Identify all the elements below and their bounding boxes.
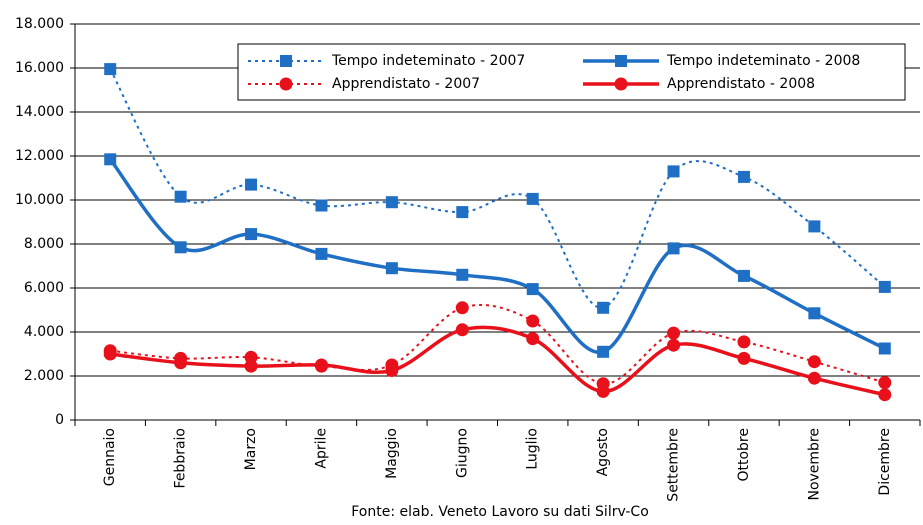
point xyxy=(103,347,117,361)
point xyxy=(245,178,258,191)
y-tick-label: 2.000 xyxy=(24,368,64,384)
point xyxy=(104,153,117,166)
series-line xyxy=(110,304,886,385)
y-tick-label: 4.000 xyxy=(24,324,64,340)
legend-marker xyxy=(280,55,292,67)
legend-marker xyxy=(279,77,293,91)
x-tick-label: Settembre xyxy=(666,428,682,502)
point xyxy=(174,190,187,203)
point xyxy=(385,364,399,377)
point xyxy=(667,165,680,178)
point xyxy=(737,269,750,282)
point xyxy=(314,358,328,372)
point xyxy=(878,280,891,293)
series-line xyxy=(108,158,886,354)
point xyxy=(667,242,680,255)
point xyxy=(315,247,328,260)
caption: Fonte: elab. Veneto Lavoro su dati Silrv… xyxy=(351,504,649,520)
point xyxy=(456,268,469,281)
point xyxy=(808,307,821,320)
legend-label: Tempo indeteminato - 2007 xyxy=(331,53,525,69)
point xyxy=(596,384,610,398)
point xyxy=(667,326,681,340)
x-tick-label: Ottobre xyxy=(736,428,752,482)
x-tick-label: Marzo xyxy=(243,428,259,470)
point xyxy=(245,228,258,241)
point xyxy=(737,170,750,183)
point xyxy=(737,351,751,365)
point xyxy=(878,342,891,355)
point xyxy=(597,345,610,358)
y-tick-label: 6.000 xyxy=(24,280,64,296)
x-tick-label: Aprile xyxy=(313,428,329,469)
point xyxy=(104,63,117,76)
x-tick-label: Febbraio xyxy=(173,428,189,488)
x-tick-label: Gennaio xyxy=(102,428,118,486)
point xyxy=(455,301,469,315)
point xyxy=(526,332,540,346)
y-tick-label: 14.000 xyxy=(15,104,64,120)
point xyxy=(526,192,539,205)
y-tick-label: 12.000 xyxy=(15,148,64,164)
point xyxy=(244,359,258,373)
legend-marker xyxy=(614,77,628,91)
point xyxy=(174,241,187,254)
x-tick-label: Novembre xyxy=(806,428,822,501)
point xyxy=(667,338,681,352)
point xyxy=(315,199,328,212)
legend-label: Tempo indeteminato - 2008 xyxy=(666,53,860,69)
series-line xyxy=(109,68,886,309)
x-tick-label: Giugno xyxy=(454,428,470,478)
point xyxy=(878,388,892,402)
series-line xyxy=(109,325,886,397)
point xyxy=(455,323,469,337)
point xyxy=(526,283,539,296)
x-tick-label: Maggio xyxy=(384,428,400,479)
point xyxy=(808,220,821,233)
point xyxy=(807,371,821,385)
point xyxy=(385,262,398,275)
point xyxy=(878,376,892,390)
y-tick-label: 18.000 xyxy=(15,16,64,32)
y-tick-label: 8.000 xyxy=(24,236,64,252)
y-tick-label: 10.000 xyxy=(15,192,64,208)
point xyxy=(737,335,751,349)
point xyxy=(385,196,398,209)
point xyxy=(174,356,188,370)
y-tick-label: 16.000 xyxy=(15,60,64,76)
legend-label: Apprendistato - 2008 xyxy=(667,76,815,92)
point xyxy=(526,314,540,328)
x-tick-label: Agosto xyxy=(595,428,611,476)
x-tick-label: Luglio xyxy=(525,428,541,470)
x-tick-label: Dicembre xyxy=(877,428,893,496)
point xyxy=(807,355,821,369)
y-tick-label: 0 xyxy=(55,412,64,428)
point xyxy=(597,301,610,314)
legend-label: Apprendistato - 2007 xyxy=(332,76,480,92)
legend-marker xyxy=(615,55,627,67)
legend-box xyxy=(237,43,906,101)
point xyxy=(456,206,469,219)
